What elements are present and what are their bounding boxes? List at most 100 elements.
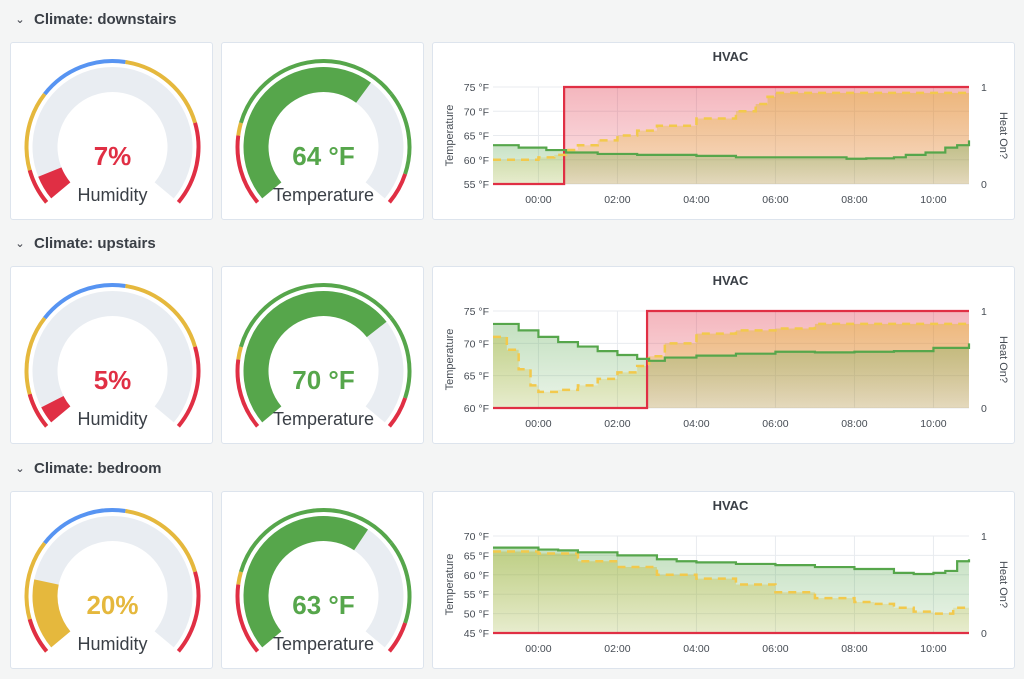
threshold-segment: [239, 59, 393, 124]
y-axis-title: Temperature: [444, 105, 456, 167]
threshold-segment: [235, 359, 260, 428]
x-tick-label: 08:00: [841, 643, 867, 655]
x-tick-label: 06:00: [762, 643, 788, 655]
y-tick-label: 45 °F: [464, 628, 489, 640]
x-tick-label: 04:00: [683, 643, 709, 655]
threshold-segment: [239, 283, 393, 348]
x-tick-label: 10:00: [920, 418, 946, 430]
threshold-segment: [27, 169, 49, 204]
panel-title: HVAC: [713, 49, 749, 64]
threshold-segment: [27, 618, 49, 653]
heat-on-line: [493, 85, 969, 186]
temperature-value: 63 °F: [292, 590, 354, 620]
gauge-value-fill: [243, 67, 371, 199]
x-tick-label: 08:00: [841, 418, 867, 430]
gauge-value-fill: [41, 395, 71, 423]
x-tick-label: 04:00: [683, 418, 709, 430]
temperature-label: Temperature: [273, 409, 374, 429]
y-tick-label: 75 °F: [464, 82, 489, 94]
y-tick-label: 55 °F: [464, 589, 489, 601]
row-title: Climate: upstairs: [34, 234, 156, 252]
humidity-label: Humidity: [77, 185, 147, 205]
humidity-gauge-panel[interactable]: 20% Humidity: [10, 491, 213, 669]
threshold-segment: [235, 584, 260, 653]
x-tick-label: 06:00: [762, 418, 788, 430]
x-tick-label: 02:00: [604, 418, 630, 430]
y-tick-label: 60 °F: [464, 570, 489, 582]
hvac-chart: HVAC 00:00 02:00 04:00 06:00 08:00 10:00 60 °F 6…: [444, 273, 1009, 430]
threshold-segment: [176, 571, 201, 653]
threshold-segment: [43, 59, 126, 96]
gauge-track: [32, 66, 193, 199]
threshold-segment: [239, 508, 393, 573]
humidity-gauge: 5% Humidity: [24, 283, 201, 429]
setpoint-line: [493, 322, 969, 394]
humidity-value: 20%: [86, 590, 138, 620]
threshold-segment: [387, 397, 408, 428]
row-header-bedroom[interactable]: ⌄ Climate: bedroom: [14, 456, 162, 480]
threshold-segment: [389, 92, 412, 175]
x-tick-label: 06:00: [762, 194, 788, 206]
y2-tick-label: 1: [981, 531, 987, 543]
y2-tick-label: 1: [981, 82, 987, 94]
y-axis-title: Temperature: [444, 554, 456, 616]
temperature-gauge: 70 °F Temperature: [235, 283, 412, 429]
temperature-line: [493, 322, 971, 362]
gauge-value-fill: [243, 290, 387, 423]
threshold-segment: [387, 173, 408, 204]
threshold-segment: [389, 316, 412, 399]
temperature-area: [493, 140, 969, 184]
y2-tick-label: 0: [981, 403, 987, 415]
panel-title: HVAC: [713, 498, 749, 513]
temperature-gauge: 64 °F Temperature: [235, 59, 412, 205]
humidity-gauge-panel[interactable]: 5% Humidity: [10, 266, 213, 444]
y2-tick-label: 0: [981, 628, 987, 640]
hvac-chart: HVAC 00:00 02:00 04:00 06:00 08:00 10:00 55 °F 6…: [444, 49, 1009, 206]
threshold-segment: [387, 622, 408, 653]
threshold-segment: [236, 571, 243, 585]
gauge-track: [32, 291, 193, 423]
y-tick-label: 65 °F: [464, 550, 489, 562]
temperature-gauge-panel[interactable]: 64 °F Temperature: [221, 42, 424, 220]
threshold-segment: [125, 509, 197, 573]
x-tick-label: 02:00: [604, 194, 630, 206]
threshold-segment: [43, 283, 126, 320]
x-tick-label: 00:00: [525, 643, 551, 655]
humidity-gauge-panel[interactable]: 7% Humidity: [10, 42, 213, 220]
humidity-label: Humidity: [77, 634, 147, 654]
y-tick-label: 65 °F: [464, 371, 489, 383]
temperature-line: [493, 140, 971, 160]
x-tick-label: 08:00: [841, 194, 867, 206]
y2-tick-label: 0: [981, 179, 987, 191]
threshold-segment: [176, 122, 201, 204]
y-tick-label: 70 °F: [464, 531, 489, 543]
hvac-chart: HVAC 00:00 02:00 04:00 06:00 08:00 10:00 45 °F 5…: [444, 498, 1009, 655]
threshold-segment: [236, 122, 243, 136]
threshold-segment: [389, 541, 412, 624]
hvac-graph-panel[interactable]: HVAC 00:00 02:00 04:00 06:00 08:00 10:00 45 °F 5…: [432, 491, 1015, 669]
row-title: Climate: downstairs: [34, 10, 177, 28]
x-tick-label: 02:00: [604, 643, 630, 655]
x-tick-label: 00:00: [525, 194, 551, 206]
temperature-value: 70 °F: [292, 365, 354, 395]
y2-axis-title: Heat On?: [997, 561, 1009, 608]
x-tick-label: 00:00: [525, 418, 551, 430]
y-tick-label: 55 °F: [464, 179, 489, 191]
temperature-gauge-panel[interactable]: 63 °F Temperature: [221, 491, 424, 669]
y2-axis-title: Heat On?: [997, 112, 1009, 159]
threshold-segment: [176, 346, 201, 428]
row-title: Climate: bedroom: [34, 459, 162, 477]
y-tick-label: 65 °F: [464, 131, 489, 143]
gauge-track: [32, 516, 193, 648]
row-header-upstairs[interactable]: ⌄ Climate: upstairs: [14, 231, 156, 255]
y-tick-label: 50 °F: [464, 609, 489, 621]
threshold-segment: [125, 284, 197, 348]
x-tick-label: 04:00: [683, 194, 709, 206]
hvac-graph-panel[interactable]: HVAC 00:00 02:00 04:00 06:00 08:00 10:00 60 °F 6…: [432, 266, 1015, 444]
humidity-label: Humidity: [77, 409, 147, 429]
hvac-graph-panel[interactable]: HVAC 00:00 02:00 04:00 06:00 08:00 10:00 55 °F 6…: [432, 42, 1015, 220]
temperature-gauge-panel[interactable]: 70 °F Temperature: [221, 266, 424, 444]
temperature-value: 64 °F: [292, 141, 354, 171]
row-header-downstairs[interactable]: ⌄ Climate: downstairs: [14, 7, 177, 31]
humidity-gauge: 7% Humidity: [24, 59, 201, 205]
